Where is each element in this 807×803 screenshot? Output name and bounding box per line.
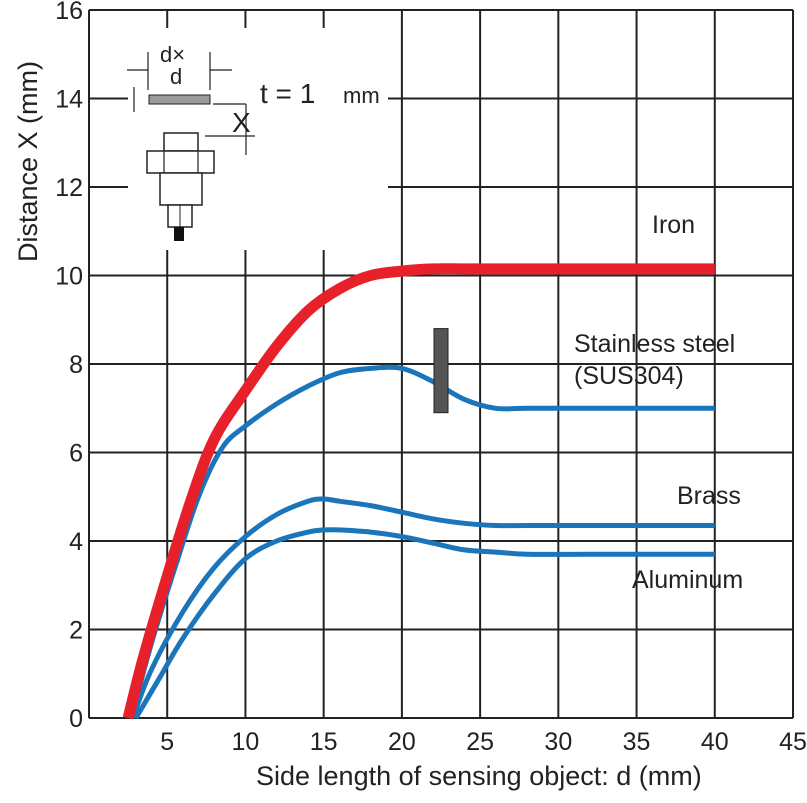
x-tick-label: 10	[232, 728, 260, 756]
series-line-brass	[130, 496, 715, 719]
series-label-brass: Brass	[677, 482, 741, 510]
y-tick-label: 12	[55, 174, 83, 202]
y-tick-label: 8	[69, 351, 83, 379]
sensor-nut	[146, 150, 215, 174]
y-tick-label: 0	[69, 705, 83, 733]
target-plate	[148, 94, 211, 105]
x-tick-label: 20	[388, 728, 416, 756]
series-line-aluminum	[133, 527, 715, 720]
x-tick-label: 5	[160, 728, 174, 756]
inset-label-distance: X	[232, 107, 251, 138]
inset-label-thickness-unit: mm	[343, 83, 380, 108]
inset-label-dimension: d×	[160, 42, 185, 67]
series-label-stainless-line2: (SUS304)	[574, 362, 684, 390]
y-tick-label: 2	[69, 617, 83, 645]
y-tick-label: 14	[55, 86, 83, 114]
series-line-iron	[122, 263, 715, 720]
sensor-head	[163, 132, 199, 152]
y-axis-title: Distance X (mm)	[13, 61, 43, 262]
x-tick-label: 30	[544, 728, 572, 756]
sensor-cable	[174, 227, 184, 241]
x-axis-title: Side length of sensing object: d (mm)	[256, 761, 702, 791]
x-tick-labels: 5 10 15 20 25 30 35 40 45	[160, 728, 807, 756]
x-tick-label: 45	[779, 728, 807, 756]
series-label-stainless-line1: Stainless steel	[574, 330, 735, 358]
y-tick-label: 10	[55, 263, 83, 291]
sensor-body	[159, 172, 203, 206]
inset-label-thickness: t = 1	[260, 78, 315, 109]
y-tick-labels: 0 2 4 6 8 10 12 14 16	[55, 0, 83, 733]
x-tick-label: 40	[701, 728, 729, 756]
y-tick-label: 16	[55, 0, 83, 25]
x-tick-label: 15	[310, 728, 338, 756]
sensor-diagram: d× d t = 1 mm X	[127, 28, 388, 250]
series-group	[122, 263, 715, 720]
x-tick-label: 25	[466, 728, 494, 756]
series-label-iron: Iron	[652, 211, 695, 239]
series-label-aluminum: Aluminum	[632, 566, 743, 594]
x-tick-label: 35	[623, 728, 651, 756]
stainless-marker-bar	[433, 328, 449, 414]
inset-label-d: d	[170, 64, 182, 89]
y-tick-label: 6	[69, 440, 83, 468]
y-tick-label: 4	[69, 528, 83, 556]
